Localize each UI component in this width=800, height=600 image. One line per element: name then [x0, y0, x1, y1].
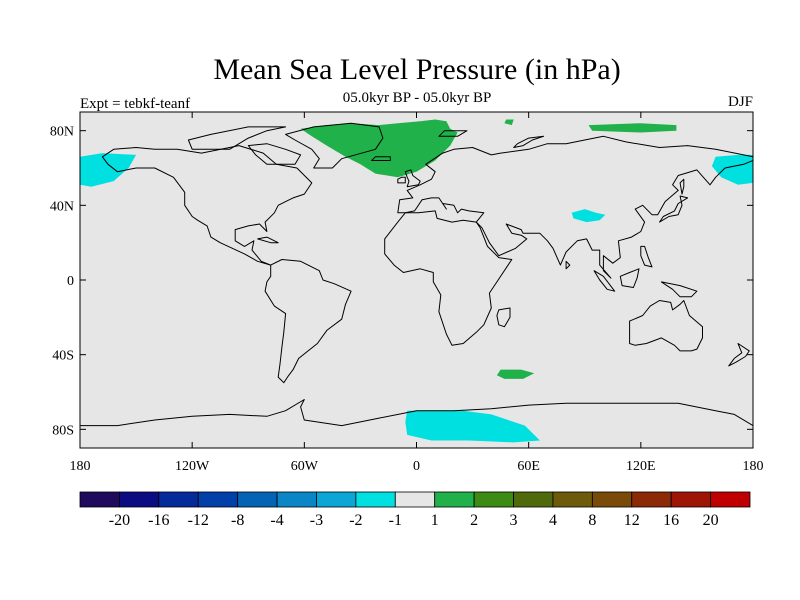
- coastline-australia: [629, 300, 703, 352]
- colorbar-swatch: [355, 491, 396, 508]
- anomaly-region-tibet-negative: [571, 209, 606, 223]
- anomaly-region-north-pacific-east-negative: [711, 154, 753, 185]
- colorbar-swatch: [394, 491, 436, 508]
- anomaly-region-barents-positive: [504, 119, 514, 126]
- colorbar-swatch: [276, 491, 317, 508]
- colorbar-label: 20: [703, 512, 719, 529]
- colorbar-label: -16: [148, 512, 169, 529]
- y-tick-label: 0: [67, 274, 74, 289]
- season-label: DJF: [728, 94, 753, 110]
- x-axis: 180 120W 60W 0 60E 120E 180: [70, 112, 764, 474]
- coastline-africa: [384, 210, 513, 346]
- colorbar-swatch: [119, 491, 160, 508]
- x-tick-label: 120E: [626, 459, 656, 474]
- chart-subtitle: 05.0kyr BP - 05.0kyr BP: [343, 90, 492, 106]
- colorbar-swatch: [513, 491, 554, 508]
- colorbar-swatch: [316, 491, 357, 508]
- colorbar-label: 16: [663, 512, 679, 529]
- colorbar-swatch: [631, 491, 672, 508]
- anomaly-region-north-pacific-west-negative: [80, 153, 137, 187]
- y-tick-label: 80S: [52, 423, 74, 438]
- anomaly-region-southern-ocean-positive: [496, 369, 535, 379]
- colorbar-swatch: [710, 491, 751, 508]
- anomaly-region-antarctic-negative: [405, 410, 540, 443]
- colorbar-label: -8: [231, 512, 244, 529]
- colorbar-label: 8: [588, 512, 596, 529]
- colorbar-label: 2: [470, 512, 478, 529]
- colorbar-label: -1: [389, 512, 402, 529]
- y-axis: 80N 40N 0 40S 80S: [50, 125, 753, 438]
- colorbar: -20 -16 -12 -8 -4 -3 -2 -1 1 2 3 4 8 12 16 20: [79, 491, 751, 529]
- coastline-north-america: [101, 145, 313, 266]
- coastline-madagascar: [496, 307, 511, 328]
- x-tick-label: 0: [413, 459, 420, 474]
- colorbar-label: 3: [510, 512, 518, 529]
- colorbar-swatch: [434, 491, 475, 508]
- coastline-ireland: [397, 176, 406, 184]
- colorbar-swatch: [552, 491, 593, 508]
- x-tick-label: 180: [743, 459, 764, 474]
- colorbar-label: -12: [188, 512, 209, 529]
- coastline-sumatra: [593, 270, 616, 292]
- y-tick-label: 80N: [50, 125, 74, 140]
- coastline-antarctica: [80, 399, 753, 448]
- colorbar-swatch: [237, 491, 278, 508]
- colorbar-label: 1: [431, 512, 439, 529]
- colorbar-label: -3: [310, 512, 323, 529]
- coastline-iceland: [371, 156, 391, 161]
- coastline-greenland: [285, 122, 384, 169]
- colorbar-label: -4: [270, 512, 283, 529]
- anomaly-layer: [80, 119, 753, 443]
- colorbar-label: 12: [624, 512, 640, 529]
- colorbar-swatch: [670, 491, 711, 508]
- coastline-arctic-archipelago: [187, 126, 287, 150]
- anomaly-region-north-atlantic-greenland-positive: [300, 119, 458, 178]
- colorbar-swatch: [79, 491, 120, 508]
- coastline-britain: [404, 169, 421, 188]
- coastline-new-zealand: [728, 343, 750, 367]
- colorbar-swatch: [591, 491, 633, 508]
- coastline-layer: [80, 122, 753, 448]
- colorbar-label: -20: [109, 512, 130, 529]
- colorbar-swatch: [473, 491, 514, 508]
- colorbar-label: -2: [349, 512, 362, 529]
- coastline-svalbard: [438, 130, 468, 137]
- chart-title: Mean Sea Level Pressure (in hPa): [213, 53, 620, 86]
- x-tick-label: 60E: [517, 459, 540, 474]
- colorbar-swatch: [158, 491, 199, 508]
- experiment-label: Expt = tebkf-teanf: [80, 96, 190, 112]
- coastline-new-guinea: [660, 281, 698, 298]
- colorbar-swatch: [197, 491, 239, 508]
- coastline-borneo: [619, 268, 640, 288]
- coastline-baffin-island: [247, 143, 302, 165]
- y-tick-label: 40N: [50, 199, 74, 214]
- coastline-novaya-zemlya: [513, 135, 545, 148]
- coastline-philippines: [640, 245, 653, 268]
- colorbar-label: 4: [549, 512, 557, 529]
- coastline-japan: [659, 195, 689, 223]
- y-tick-label: 40S: [52, 349, 74, 364]
- anomaly-region-east-siberian-arctic-positive: [588, 123, 677, 133]
- x-tick-label: 120W: [175, 459, 210, 474]
- coastline-south-america: [264, 259, 352, 384]
- map-panel: 180 120W 60W 0 60E 120E 180 80N 40N 0 40S 80S: [50, 111, 764, 474]
- coastline-sakhalin: [679, 178, 685, 195]
- coastline-cuba: [257, 236, 279, 244]
- x-tick-label: 60W: [291, 459, 319, 474]
- x-tick-label: 180: [70, 459, 91, 474]
- coastline-sri-lanka: [565, 260, 571, 270]
